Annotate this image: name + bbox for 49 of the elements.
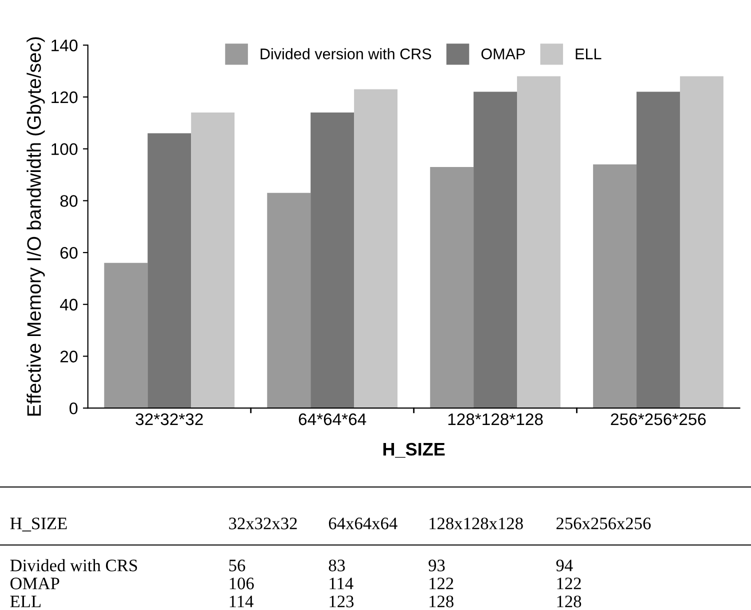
text: 114 [230,596,254,608]
bar [636,92,680,408]
text: 94 [556,560,573,572]
x-tick-label: 128*128*128 [448,413,543,426]
y-tick-label: 20 [60,350,78,362]
x-tick-label: 64*64*64 [298,413,366,426]
legend-label: OMAP [481,48,525,60]
text: H_SIZE [10,518,67,532]
text: 106 [230,578,254,590]
y-tick-label: 40 [60,298,78,311]
y-tick-label: 80 [60,195,78,207]
x-axis-title: H_SIZE [383,442,445,458]
text: 122 [557,578,581,590]
bar [191,112,235,408]
text: ELL [10,596,41,608]
bar [680,76,724,408]
text: 32x32x32 [229,518,297,530]
legend-label: Divided version with CRS [260,48,432,60]
text: 122 [430,578,454,590]
text: 64x64x64 [328,518,398,530]
text: 256x256x256 [556,518,651,530]
x-tick-label: 256*256*256 [610,413,706,426]
bar [593,164,637,408]
text: OMAP [10,578,60,590]
bar [430,166,474,408]
y-tick-label: 140 [52,40,78,52]
y-tick-label: 100 [52,143,78,156]
y-tick-label: 0 [70,402,78,414]
bar [474,92,518,408]
text: 93 [428,560,445,572]
bar [517,76,560,408]
bar [104,262,148,408]
bar [310,112,354,408]
bar [354,89,398,408]
legend-label: ELL [576,48,602,60]
text: 128 [430,596,454,608]
y-tick-label: 60 [60,246,78,259]
bar [148,133,192,408]
y-axis-title: Effective Memory I/O bandwidth (Gbyte/sec) [26,37,45,416]
text: 128 [557,596,582,608]
x-tick-label: 32*32*32 [136,413,203,426]
y-tick-label: 120 [52,91,78,104]
text: 114 [330,578,354,590]
text: Divided with CRS [10,559,137,572]
text: 128x128x128 [430,518,523,530]
text: 123 [330,596,354,608]
text: 83 [328,560,345,572]
text: 56 [229,560,246,572]
bar [267,192,311,408]
